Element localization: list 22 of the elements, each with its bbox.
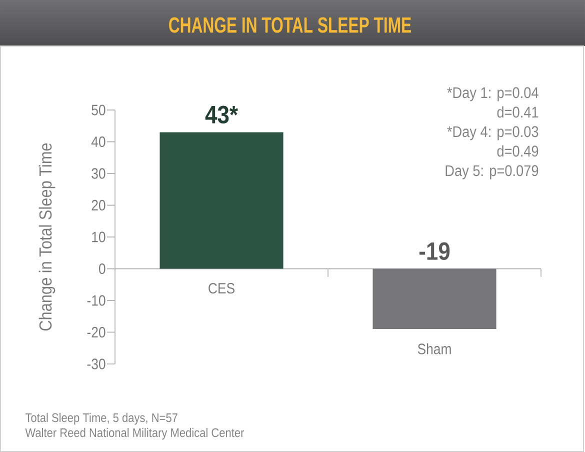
annotation: Day 5: p=0.079 xyxy=(446,165,538,180)
y-tick-label: -10 xyxy=(87,295,106,306)
y-tick-label: 30 xyxy=(92,168,106,179)
annotation: d=0.49 xyxy=(497,145,538,157)
y-tick-label: 40 xyxy=(91,136,106,148)
text: Total Sleep Time, 5 days, N=57 xyxy=(25,412,178,425)
x-tick-label: CES xyxy=(208,282,234,294)
data-label: 43* xyxy=(205,106,238,124)
y-axis-title: Change in Total Sleep Time xyxy=(38,143,56,331)
chart-title: CHANGE IN TOTAL SLEEP TIME xyxy=(169,17,411,33)
y-tick-label: 0 xyxy=(98,263,106,274)
text: *Day 1: p=0.04 xyxy=(447,87,538,102)
annotation: d=0.41 xyxy=(497,106,538,118)
annotation: *Day 4: p=0.03 xyxy=(447,126,538,140)
y-tick-label: 20 xyxy=(92,200,106,211)
y-tick-label: 10 xyxy=(92,232,106,242)
y-tick-label: -30 xyxy=(87,358,106,370)
y-tick-label: -20 xyxy=(87,326,106,338)
y-tick-label: 50 xyxy=(92,104,106,116)
data-label: -19 xyxy=(419,242,450,260)
text: Walter Reed National Military Medical Center xyxy=(25,428,244,440)
x-tick-label: Sham xyxy=(418,343,451,354)
